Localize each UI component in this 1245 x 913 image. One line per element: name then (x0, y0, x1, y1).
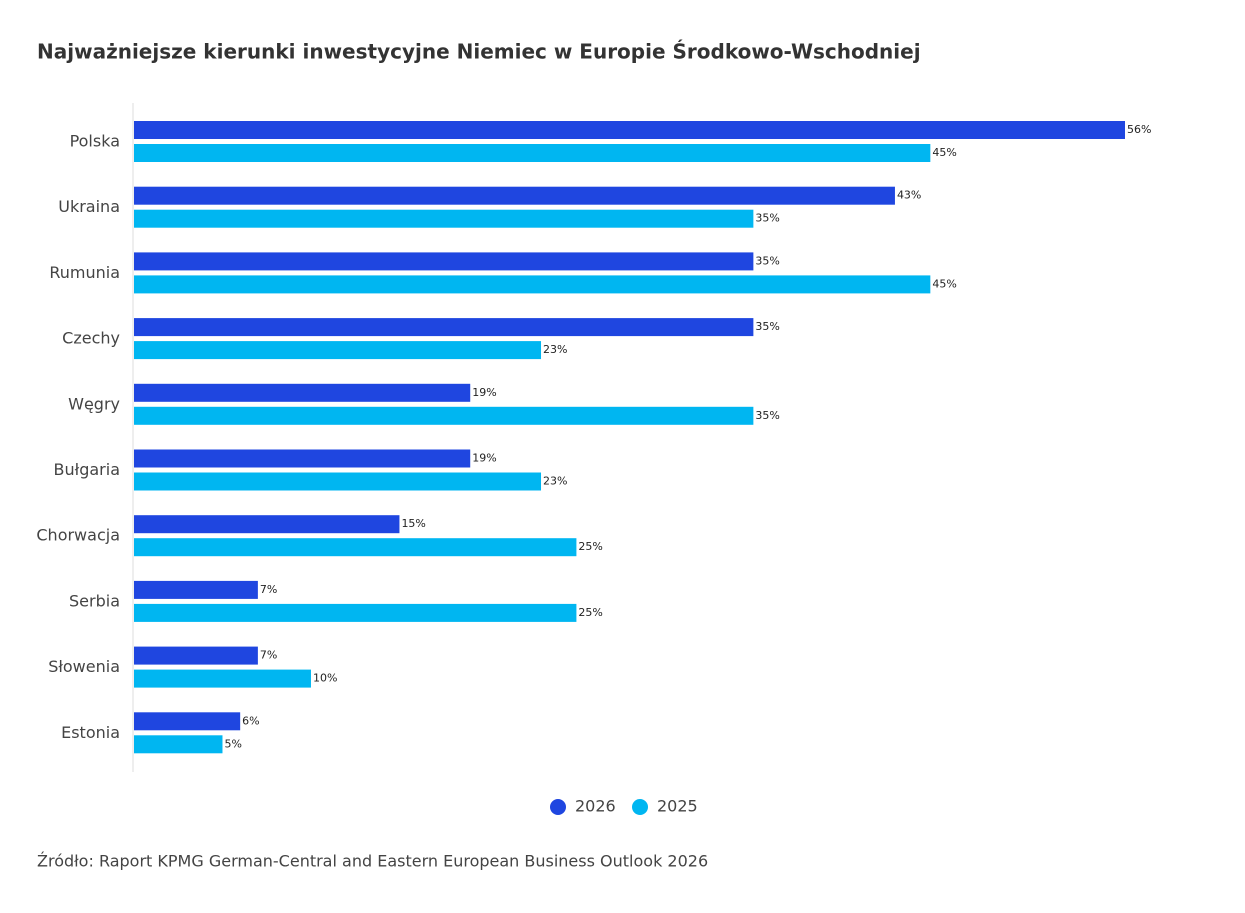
y-tick-label: Ukraina (58, 197, 120, 216)
value-label: 7% (260, 649, 277, 662)
bar (134, 383, 471, 402)
value-label: 35% (755, 212, 779, 225)
value-label: 5% (224, 737, 241, 750)
value-label: 19% (472, 386, 496, 399)
bar (134, 669, 311, 688)
bar (134, 515, 400, 534)
bar (134, 580, 258, 599)
value-label: 19% (472, 452, 496, 465)
value-label: 35% (755, 409, 779, 422)
y-tick-label: Serbia (69, 591, 120, 610)
bar (134, 449, 471, 468)
value-label: 15% (401, 517, 425, 530)
bar (134, 275, 931, 294)
value-label: 6% (242, 714, 259, 727)
bar (134, 712, 241, 731)
value-label: 23% (543, 343, 567, 356)
y-tick-label: Słowenia (48, 657, 120, 676)
value-label: 7% (260, 583, 277, 596)
legend-label: 2025 (657, 797, 698, 816)
y-tick-label: Czechy (62, 329, 120, 348)
y-tick-label: Rumunia (49, 263, 120, 282)
bar (134, 603, 577, 622)
value-label: 25% (578, 540, 602, 553)
legend-marker (632, 799, 648, 815)
bar (134, 735, 223, 754)
value-label: 35% (755, 254, 779, 267)
bar (134, 209, 754, 228)
bar (134, 646, 258, 665)
legend-label: 2026 (575, 797, 616, 816)
y-tick-label: Bułgaria (54, 460, 120, 479)
source: Źródło: Raport KPMG German-Central and E… (37, 852, 708, 871)
value-label: 45% (932, 146, 956, 159)
bar (134, 252, 754, 271)
bar (134, 472, 542, 491)
legend-marker (550, 799, 566, 815)
bar (134, 406, 754, 425)
bar (134, 538, 577, 557)
y-tick-label: Estonia (61, 723, 120, 742)
y-tick-label: Węgry (68, 394, 120, 413)
bar (134, 186, 895, 205)
chart-title: Najważniejsze kierunki inwestycyjne Niem… (37, 40, 921, 64)
value-label: 56% (1127, 123, 1151, 136)
bar (134, 144, 931, 162)
y-tick-label: Chorwacja (36, 526, 120, 545)
value-label: 10% (313, 672, 337, 685)
value-label: 23% (543, 475, 567, 488)
value-label: 25% (578, 606, 602, 619)
bar (134, 318, 754, 337)
value-label: 45% (932, 277, 956, 290)
y-tick-label: Polska (70, 132, 120, 151)
bar (134, 121, 1125, 139)
bar (134, 341, 542, 360)
value-label: 43% (897, 189, 921, 202)
value-label: 35% (755, 320, 779, 333)
